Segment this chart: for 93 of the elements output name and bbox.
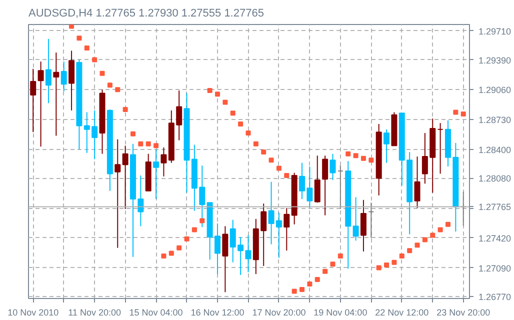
point <box>438 227 443 232</box>
point <box>107 82 112 88</box>
point <box>200 218 205 224</box>
point <box>92 57 98 62</box>
point <box>76 36 82 41</box>
point <box>322 268 328 274</box>
candlestick <box>330 153 336 181</box>
candlestick <box>53 52 60 136</box>
point <box>292 288 297 294</box>
candlestick <box>114 138 121 248</box>
point <box>246 130 251 136</box>
candlestick <box>368 202 374 238</box>
point <box>300 286 305 292</box>
point <box>346 151 351 156</box>
y-tick-label: 1.27420 <box>478 233 512 244</box>
candlestick <box>352 196 359 242</box>
point <box>168 250 174 256</box>
x-tick-label: 15 Nov 04:00 <box>129 308 183 318</box>
point <box>154 143 159 148</box>
y-tick-label: 1.28730 <box>478 114 512 125</box>
point <box>161 254 166 258</box>
y-tick-label: 1.28400 <box>478 144 512 155</box>
point <box>338 254 343 258</box>
point <box>445 222 450 227</box>
x-tick-label: 11 Nov 20:00 <box>68 308 122 318</box>
point <box>460 112 466 117</box>
point <box>392 260 397 265</box>
candlestick <box>153 148 160 200</box>
point <box>130 131 136 136</box>
candlestick <box>360 199 366 252</box>
point <box>238 121 244 126</box>
point <box>314 277 320 282</box>
point <box>284 173 290 178</box>
point <box>222 100 228 105</box>
point <box>307 282 312 287</box>
y-tick-label: 1.28080 <box>478 174 512 184</box>
x-tick-label: 23 Nov 20:00 <box>436 308 490 318</box>
ref-line-label: 1.27765 <box>478 202 512 212</box>
candlestick <box>122 145 128 210</box>
point <box>192 227 197 232</box>
point <box>122 107 128 112</box>
candlestick <box>222 226 228 293</box>
point <box>422 237 428 242</box>
point <box>384 262 390 268</box>
point <box>368 158 374 163</box>
y-tick-label: 1.29710 <box>478 26 512 36</box>
point <box>184 236 190 242</box>
point <box>276 166 282 171</box>
point <box>414 242 420 248</box>
point <box>376 265 382 270</box>
point <box>207 88 212 94</box>
point <box>215 92 220 97</box>
candlestick <box>322 155 328 216</box>
y-tick-label: 1.27090 <box>478 263 512 274</box>
point <box>353 153 358 158</box>
x-tick-label: 17 Nov 20:00 <box>252 308 306 318</box>
point <box>138 141 144 146</box>
x-tick-label: 16 Nov 12:00 <box>190 308 244 318</box>
candlestick <box>30 68 36 133</box>
point <box>253 141 258 146</box>
candlestick <box>314 155 320 204</box>
point <box>69 24 74 29</box>
point <box>268 158 274 163</box>
point <box>84 46 90 51</box>
point <box>399 254 404 258</box>
point <box>453 110 458 115</box>
candlestick <box>38 61 44 148</box>
x-tick-label: 22 Nov 12:00 <box>375 308 429 318</box>
candlestick <box>414 156 420 209</box>
point <box>407 248 412 254</box>
point <box>115 87 120 92</box>
chart-title: AUDSGD,H4 1.27765 1.27930 1.27555 1.27765 <box>28 8 264 20</box>
candlestick <box>160 146 167 177</box>
candlestick <box>337 165 344 210</box>
point <box>330 262 336 267</box>
point <box>360 156 366 161</box>
y-tick-label: 1.29390 <box>478 55 512 66</box>
point <box>146 141 151 146</box>
point <box>230 110 236 116</box>
x-tick-label: 10 Nov 2010 <box>8 308 59 318</box>
candlestick <box>68 50 75 111</box>
candlestick <box>384 128 390 164</box>
x-tick-label: 19 Nov 04:00 <box>314 308 368 318</box>
point <box>100 70 105 76</box>
point <box>430 232 436 238</box>
candlestick <box>60 61 67 92</box>
candlestick <box>45 38 52 104</box>
candlestick <box>284 208 290 252</box>
point <box>261 150 266 155</box>
candlestick <box>437 122 444 174</box>
y-tick-label: 1.26770 <box>478 292 512 302</box>
point <box>176 245 182 250</box>
y-tick-label: 1.29060 <box>478 85 512 96</box>
